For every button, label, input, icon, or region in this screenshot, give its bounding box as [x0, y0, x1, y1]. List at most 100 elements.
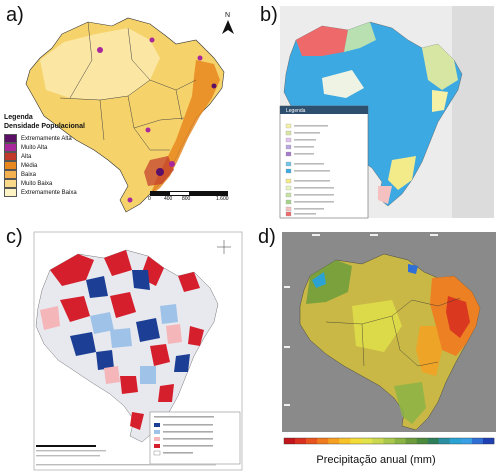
legend-a-swatch	[4, 143, 17, 152]
region-northeast-pale	[432, 90, 448, 112]
legend-a-label: Alta	[21, 153, 32, 160]
legend-a-label: Muito Baixa	[21, 180, 53, 187]
legend-a-title2: Densidade Populacional	[4, 123, 85, 130]
colorbar-segment	[482, 438, 495, 444]
central-yellow	[352, 300, 402, 352]
scale-tick-800: 800	[182, 196, 191, 202]
compass-icon	[217, 240, 231, 254]
panel-d-label: d)	[258, 226, 276, 248]
legend-a-label: Muito Alta	[21, 144, 48, 151]
state-borders-d	[325, 297, 461, 367]
light-blue-municipalities	[90, 304, 178, 384]
legend-a-row: Muito Alta	[4, 143, 124, 152]
colorbar-segment	[427, 438, 440, 444]
colorbar-segment	[372, 438, 384, 444]
legend-a-label: Baixa	[21, 171, 37, 178]
legend-a-label: Extremamente Baixa	[21, 189, 77, 196]
colorbar-segment	[405, 438, 417, 444]
legend-b-box	[279, 105, 369, 219]
colorbar-segment	[471, 438, 484, 444]
legend-a-row: Baixa	[4, 170, 124, 179]
pink-municipalities	[40, 306, 182, 384]
legend-c-text-lines	[154, 416, 214, 454]
legend-a-swatch	[4, 152, 17, 161]
panel-b-label: b)	[260, 4, 278, 26]
legend-a-swatch	[4, 134, 17, 143]
legend-a-swatch	[4, 170, 17, 179]
region-south-yellow	[388, 156, 416, 190]
colorbar-segment	[295, 438, 307, 444]
legend-a-label: Extremamente Alta	[21, 135, 72, 142]
legend-a-swatch	[4, 188, 17, 197]
colorbar-segment	[339, 438, 351, 444]
graticule-ticks	[284, 234, 438, 406]
colorbar-segment	[328, 438, 340, 444]
legend-a: Legenda Densidade Populacional Extremame…	[4, 114, 124, 197]
legend-a-row: Média	[4, 161, 124, 170]
colorbar-segment	[317, 438, 329, 444]
scale-tick-400: 400	[164, 196, 173, 202]
panel-c-label: c)	[6, 226, 23, 248]
scale-bar-a: 0 400 800 1.600	[148, 191, 230, 209]
hotspot-sao-paulo	[156, 168, 164, 176]
colorbar-segment	[306, 438, 318, 444]
river-basin-plans-map: Legenda	[279, 6, 494, 219]
legend-a-row: Alta	[4, 152, 124, 161]
wet-belem	[408, 264, 418, 274]
region-central-white	[322, 70, 364, 98]
hotspot-porto-alegre	[127, 197, 133, 203]
legend-a-swatch	[4, 179, 17, 188]
region-northeast-mix	[422, 44, 458, 90]
colorbar-segment	[361, 438, 373, 444]
semi-arid-ring	[416, 326, 442, 376]
footer-text-c	[36, 450, 216, 466]
precipitation-colorbar	[283, 437, 495, 445]
colorbar-segment	[284, 438, 296, 444]
colorbar-segment	[438, 438, 451, 444]
region-pale-green	[344, 22, 376, 52]
legend-b-title: Legenda	[286, 108, 306, 114]
hotspot-fortaleza	[197, 55, 203, 61]
legend-a-row: Muito Baixa	[4, 179, 124, 188]
legend-a-row: Extremamente Baixa	[4, 188, 124, 197]
panel-b: Legenda	[252, 0, 500, 222]
dry-core	[446, 296, 470, 338]
legend-b-swatches	[285, 123, 292, 217]
scale-tick-1600: 1.600	[216, 196, 229, 202]
region-south-pink	[378, 186, 392, 204]
wet-coast-blue	[312, 272, 326, 288]
panel-a-label: a)	[6, 4, 24, 26]
hotspot-belem	[149, 37, 155, 43]
legend-a-label: Média	[21, 162, 38, 169]
colorbar-segment	[449, 438, 462, 444]
panel-c: c)	[0, 226, 248, 473]
colorbar-segment	[416, 438, 428, 444]
north-letter: N	[225, 12, 230, 19]
colorbar-label: Precipitação anual (mm)	[316, 454, 436, 466]
colorbar-segment	[383, 438, 395, 444]
colorbar-segment	[394, 438, 406, 444]
legend-a-title1: Legenda	[4, 114, 33, 121]
hotspot-rio	[169, 161, 175, 167]
north-arrow-icon	[222, 20, 234, 34]
south-green	[394, 382, 426, 424]
panel-a: a) N Le	[0, 0, 248, 222]
colorbar-segment	[350, 438, 362, 444]
hotspot-recife	[211, 83, 217, 89]
state-borders-a	[59, 21, 197, 151]
wet-northwest	[306, 260, 352, 304]
hotspot-manaus	[97, 47, 103, 53]
region-red	[296, 26, 348, 56]
scale-bar-c	[36, 445, 96, 447]
legend-a-row: Extremamente Alta	[4, 134, 124, 143]
water-loss-index-map	[33, 231, 243, 471]
hotspot-brasilia	[145, 127, 151, 133]
scale-tick-0: 0	[148, 196, 151, 202]
population-density-map: N	[25, 12, 234, 213]
panel-d: d) Precipitação anual (mm)	[252, 226, 500, 473]
colorbar-segment	[460, 438, 473, 444]
red-municipalities	[50, 250, 204, 430]
annual-precipitation-map	[282, 232, 496, 445]
colorbar-border	[283, 437, 495, 445]
legend-a-swatch	[4, 161, 17, 170]
